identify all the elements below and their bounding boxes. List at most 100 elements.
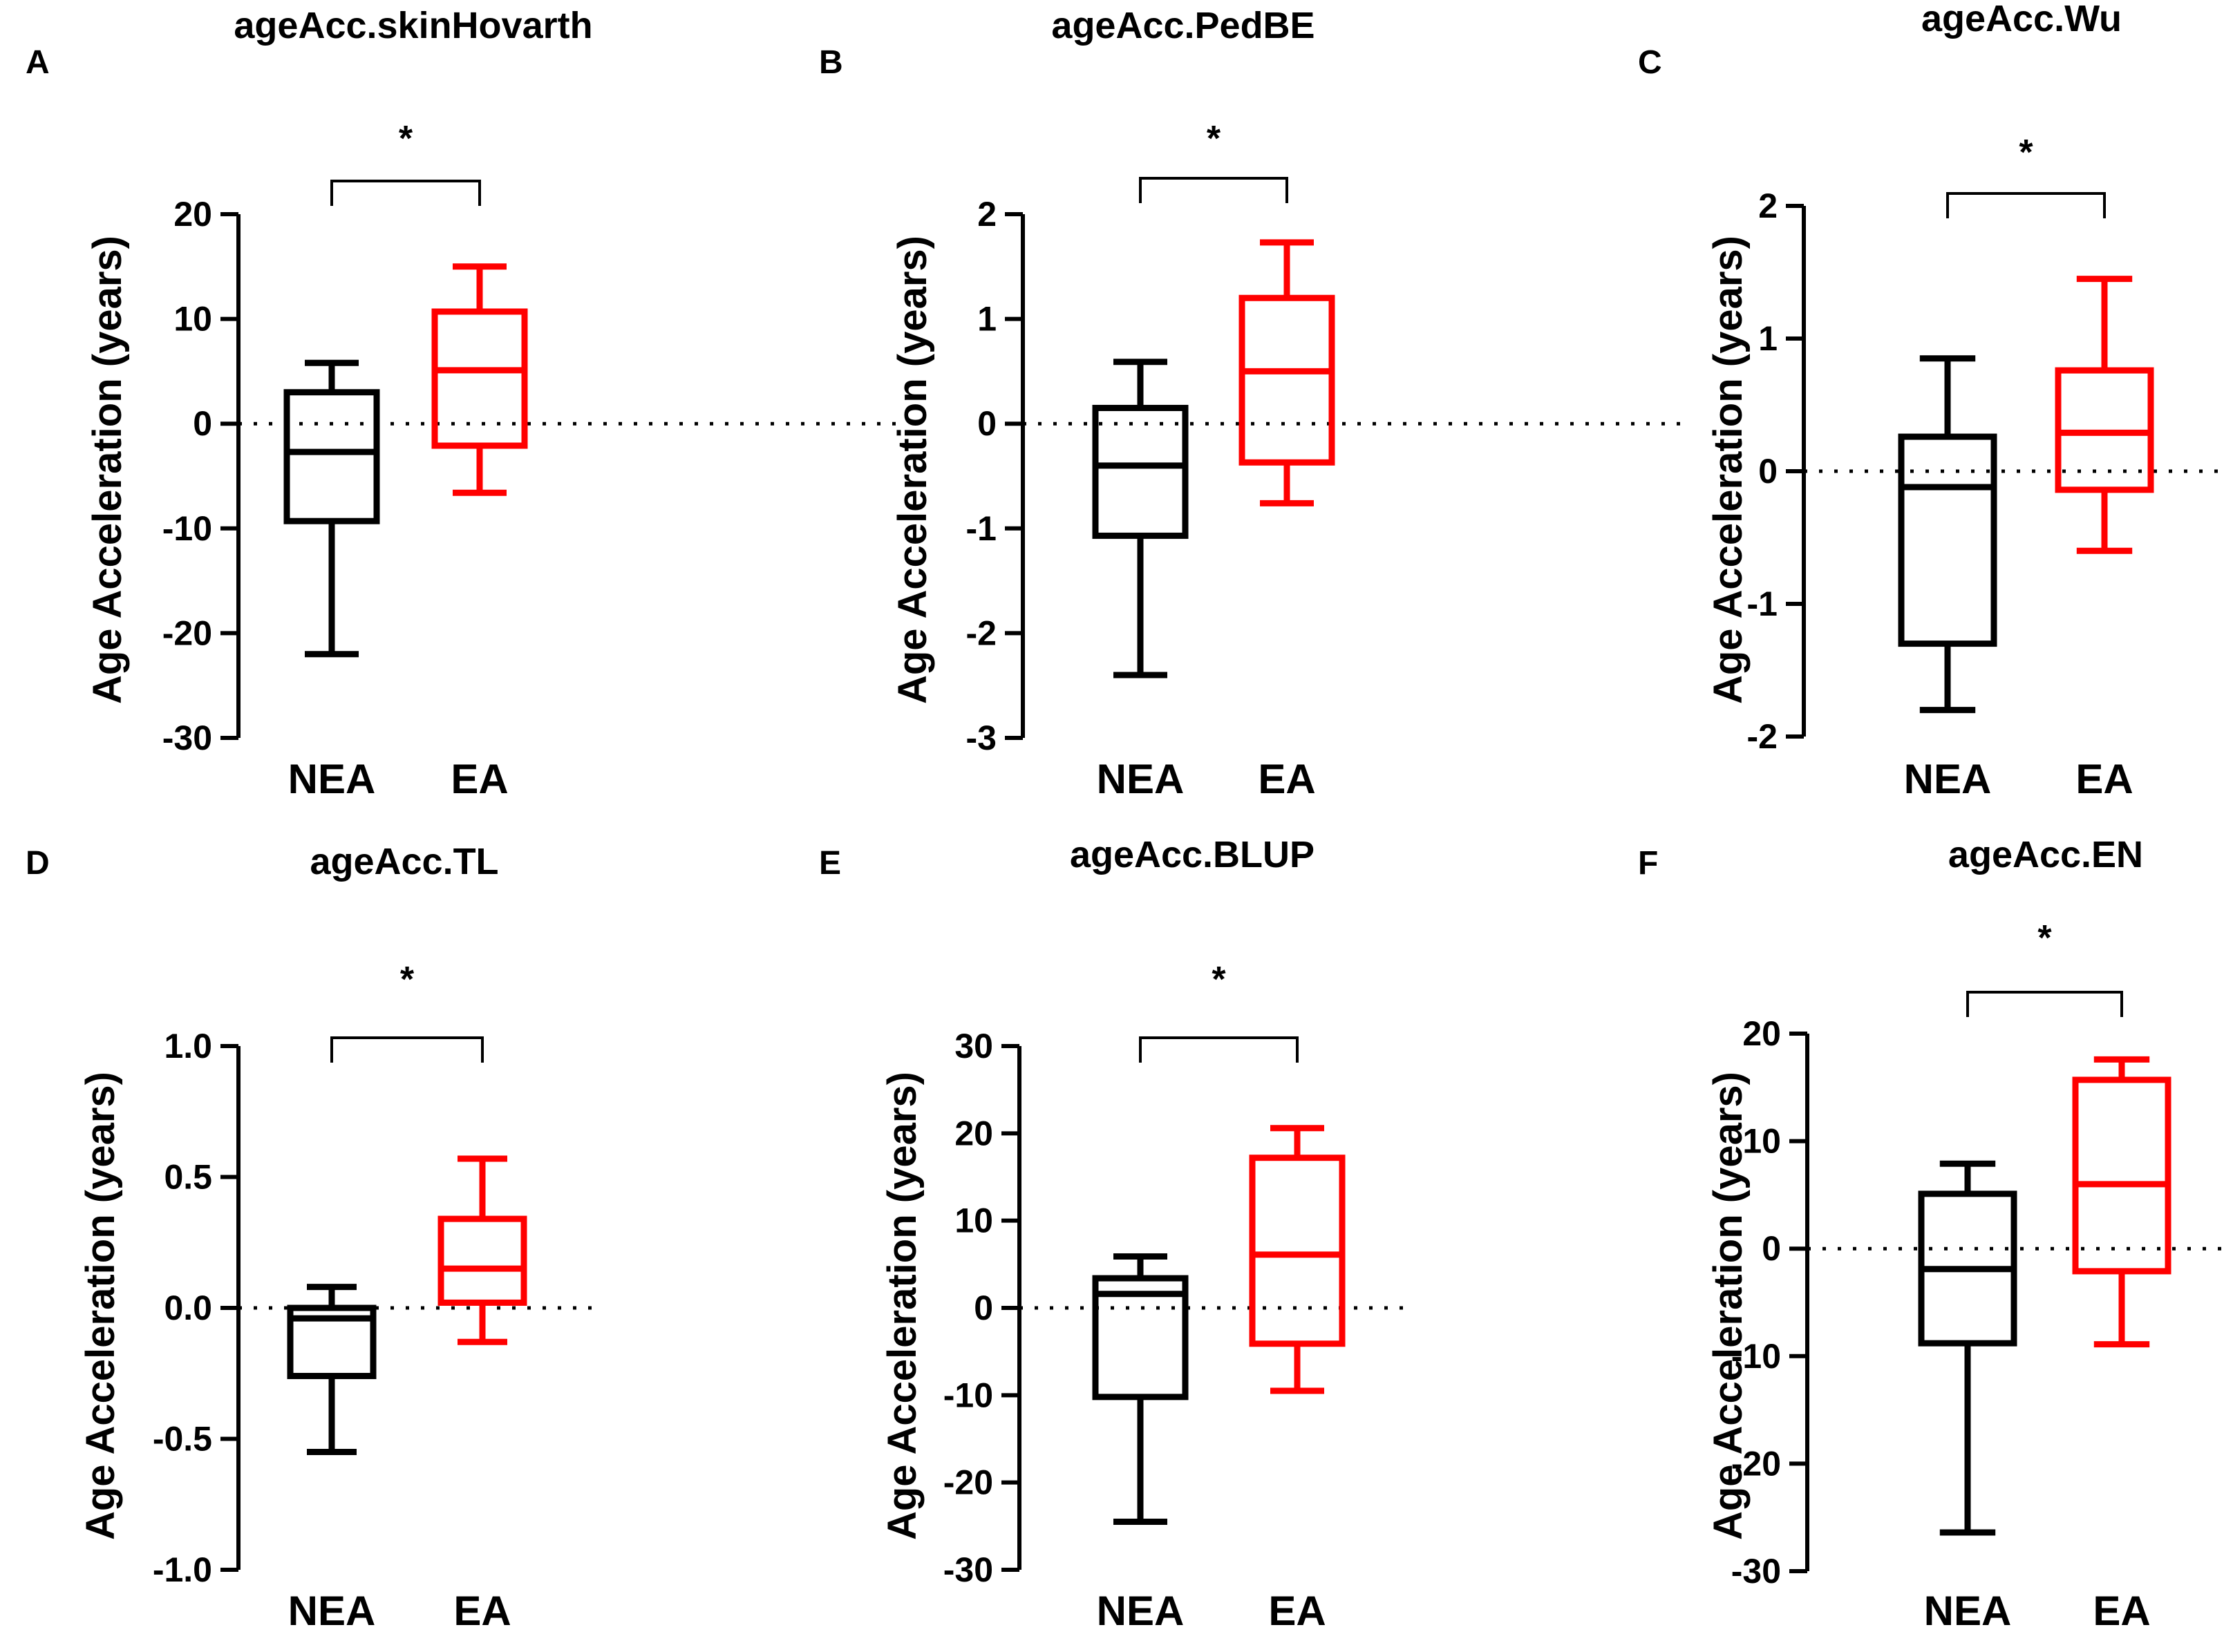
- y-axis-label: Age Acceleration (years): [1706, 1072, 1751, 1540]
- y-tick-label: -3: [966, 719, 997, 757]
- y-axis-label: Age Acceleration (years): [890, 236, 935, 704]
- y-tick-label: -0.5: [153, 1420, 212, 1459]
- y-tick-label: 0: [193, 404, 212, 443]
- y-tick-label: -30: [162, 719, 212, 757]
- panel-letter: F: [1638, 845, 1658, 882]
- y-tick-label: 30: [954, 1027, 993, 1065]
- y-axis-label: Age Acceleration (years): [880, 1072, 925, 1540]
- y-tick-label: 2: [977, 195, 997, 234]
- box-nea: [283, 359, 380, 658]
- significance-star: *: [1212, 960, 1226, 1000]
- box-iqr: [283, 389, 380, 524]
- x-tick-label: NEA: [288, 756, 376, 802]
- y-axis-label: Age Acceleration (years): [85, 236, 130, 704]
- box-ea: [437, 1155, 527, 1345]
- y-tick-label: 0: [977, 404, 997, 443]
- panel-letter: B: [819, 44, 843, 81]
- y-tick-label: 20: [173, 195, 212, 234]
- y-tick-label: -30: [943, 1550, 993, 1589]
- x-tick-label: NEA: [1924, 1588, 2012, 1634]
- x-tick-label: EA: [1258, 756, 1315, 802]
- box-iqr: [287, 1304, 377, 1380]
- y-tick-label: 20: [1742, 1014, 1781, 1053]
- x-tick-label: EA: [451, 756, 508, 802]
- panel-title: ageAcc.skinHovarth: [234, 5, 592, 46]
- box-iqr: [1238, 294, 1335, 466]
- box-ea: [1238, 239, 1335, 506]
- y-tick-label: 2: [1758, 187, 1778, 225]
- significance-bracket: [1139, 177, 1288, 203]
- y-tick-label: -20: [162, 614, 212, 652]
- x-tick-label: EA: [1268, 1588, 1326, 1634]
- x-tick-label: NEA: [288, 1588, 376, 1634]
- box-ea: [2055, 276, 2154, 554]
- box-nea: [287, 1284, 377, 1455]
- significance-star: *: [399, 119, 413, 159]
- y-tick-label: -10: [162, 509, 212, 548]
- box-iqr: [1249, 1155, 1346, 1347]
- y-tick-label: -10: [943, 1376, 993, 1414]
- significance-star: *: [400, 960, 415, 1000]
- y-tick-label: 10: [954, 1202, 993, 1240]
- y-tick-label: 0: [974, 1289, 993, 1327]
- y-tick-label: 0: [1758, 452, 1778, 491]
- y-tick-label: -1.0: [153, 1550, 212, 1589]
- box-ea: [1249, 1125, 1346, 1394]
- y-tick-label: 10: [173, 300, 212, 339]
- box-ea: [2072, 1056, 2171, 1348]
- box-nea: [1918, 1160, 2017, 1536]
- significance-bracket: [1139, 1036, 1299, 1063]
- panel-title: ageAcc.EN: [1948, 834, 2143, 875]
- y-axis-label: Age Acceleration (years): [1706, 236, 1751, 704]
- y-tick-label: 1: [977, 300, 997, 339]
- y-axis-label: Age Acceleration (years): [78, 1072, 123, 1540]
- panel-title: ageAcc.TL: [310, 841, 498, 882]
- panel-letter: D: [26, 845, 50, 882]
- x-tick-label: EA: [2075, 756, 2133, 802]
- y-tick-label: 20: [954, 1114, 993, 1152]
- y-tick-label: 1: [1758, 319, 1778, 358]
- y-tick-label: -20: [943, 1463, 993, 1502]
- x-tick-label: NEA: [1097, 1588, 1185, 1634]
- significance-bracket: [330, 1036, 484, 1063]
- significance-star: *: [2019, 133, 2033, 173]
- x-tick-label: EA: [2093, 1588, 2150, 1634]
- box-iqr: [2072, 1076, 2171, 1275]
- box-ea: [431, 263, 528, 496]
- box-iqr: [1898, 433, 1997, 647]
- y-tick-label: -1: [966, 509, 997, 548]
- y-tick-label: 1.0: [164, 1027, 212, 1065]
- box-nea: [1898, 355, 1997, 714]
- y-tick-label: 0: [1762, 1229, 1781, 1268]
- x-tick-label: EA: [453, 1588, 511, 1634]
- significance-star: *: [1207, 119, 1221, 159]
- panel-letter: C: [1638, 44, 1662, 81]
- panel-title: ageAcc.BLUP: [1070, 834, 1315, 875]
- y-tick-label: -2: [966, 614, 997, 652]
- box-iqr: [1092, 404, 1189, 539]
- box-iqr: [431, 308, 528, 449]
- y-tick-label: -10: [1731, 1337, 1781, 1376]
- y-tick-label: 0.5: [164, 1158, 212, 1197]
- panel-letter: E: [819, 845, 841, 882]
- panel-title: ageAcc.PedBE: [1051, 5, 1315, 46]
- box-iqr: [1092, 1275, 1189, 1401]
- box-nea: [1092, 1253, 1189, 1526]
- significance-bracket: [330, 180, 481, 206]
- significance-star: *: [2037, 918, 2052, 958]
- y-tick-label: -20: [1731, 1444, 1781, 1483]
- box-nea: [1092, 359, 1189, 678]
- panel-title: ageAcc.Wu: [1921, 0, 2122, 39]
- y-tick-label: -2: [1747, 717, 1778, 756]
- panel-letter: A: [26, 44, 50, 81]
- y-tick-label: -30: [1731, 1552, 1781, 1591]
- y-tick-label: -1: [1747, 585, 1778, 623]
- y-tick-label: 10: [1742, 1122, 1781, 1161]
